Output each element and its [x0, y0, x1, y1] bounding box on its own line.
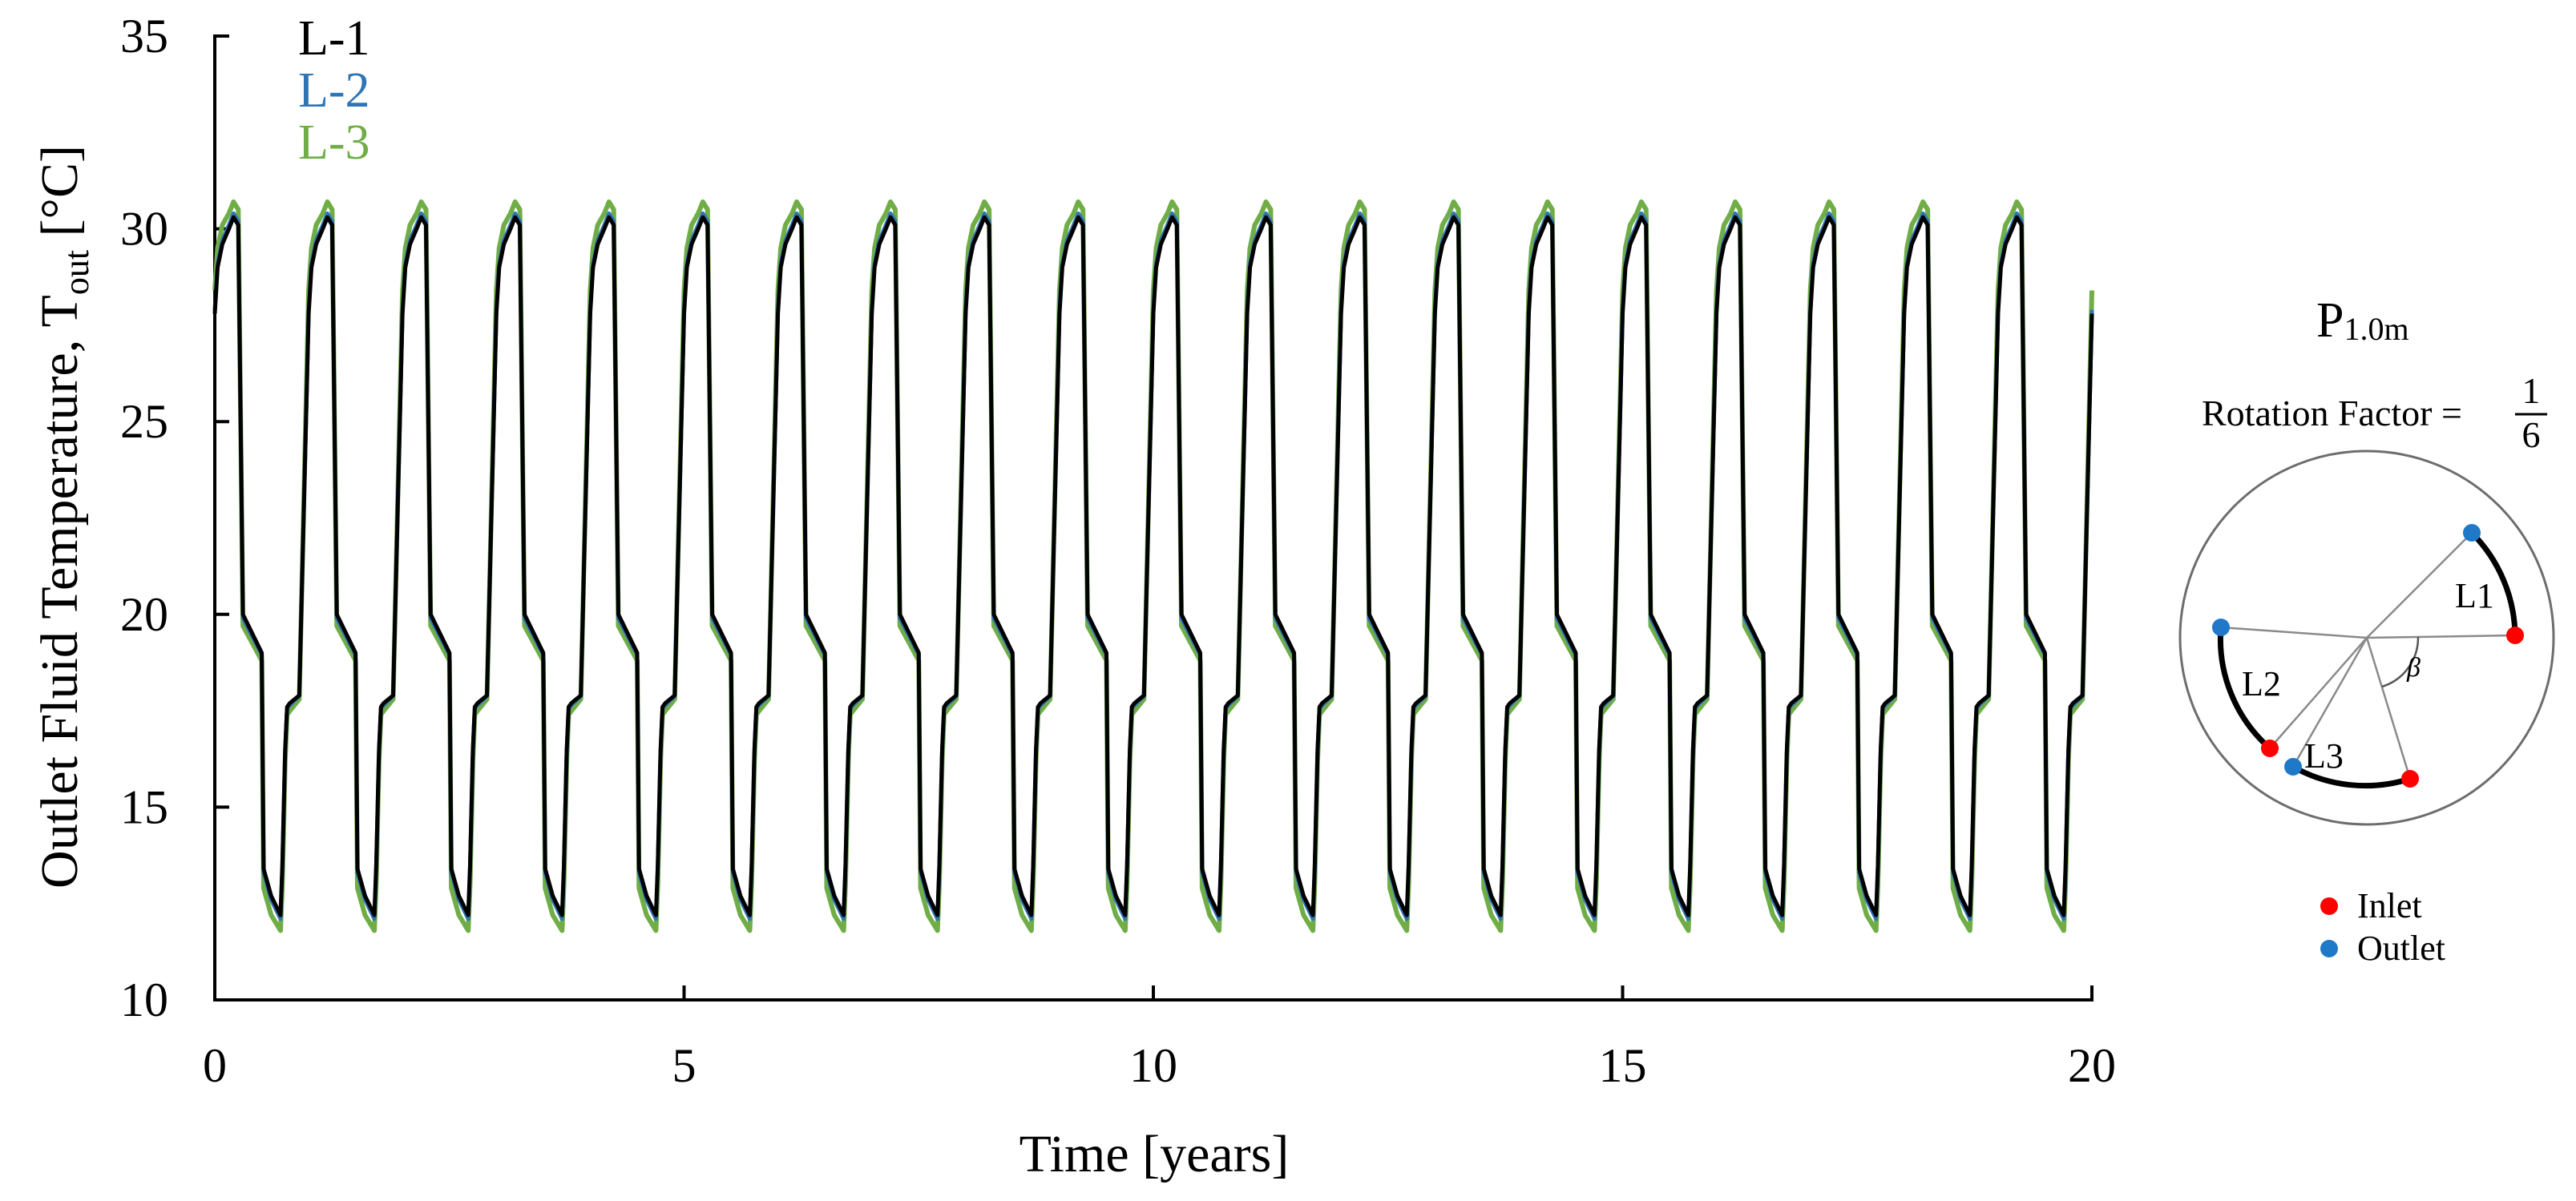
- ref-line-outlet-3: [2291, 637, 2368, 768]
- loop-label-l3: L3: [2304, 736, 2344, 776]
- series-layer: [212, 199, 2094, 933]
- beta-angle-label: β: [2406, 653, 2421, 683]
- inset-title: P1.0m: [2316, 293, 2409, 348]
- plot-area: 0 5 10 15 20 10 15 20 25 30 35: [120, 10, 2116, 1092]
- y-tick-label: 20: [120, 588, 168, 641]
- ref-line-inlet-2: [2269, 637, 2368, 749]
- beta-angle-arc: [2381, 636, 2420, 688]
- inset-legend: Inlet Outlet: [2320, 886, 2445, 968]
- inset-legend-inlet-dot: [2320, 897, 2338, 915]
- y-tick-label: 35: [120, 10, 168, 62]
- loop-arc-l3: [2291, 764, 2412, 789]
- inlet-marker-l2: [2261, 740, 2279, 757]
- outlet-marker-l2: [2212, 619, 2230, 636]
- outlet-marker-l3: [2284, 758, 2302, 776]
- y-axis-ticks: 10 15 20 25 30 35: [120, 10, 229, 1026]
- y-tick-label: 25: [120, 395, 168, 448]
- ref-line-outlet-1: [2366, 532, 2473, 639]
- loop-label-l1: L1: [2455, 576, 2494, 615]
- y-axis-title-main: Outlet Fluid Temperature, T: [30, 295, 89, 889]
- x-axis-title: Time [years]: [1019, 1125, 1290, 1183]
- inset-legend-outlet-label: Outlet: [2357, 929, 2445, 968]
- y-axis-title-subscript: out: [57, 250, 96, 295]
- x-tick-label: 15: [1599, 1039, 1647, 1092]
- inset-title-subscript: 1.0m: [2344, 311, 2408, 347]
- series-line-l-1: [212, 215, 2094, 917]
- inlet-marker-l3: [2401, 770, 2419, 788]
- loop-label-l2: L2: [2242, 664, 2281, 703]
- loop-arcs: [2217, 530, 2518, 789]
- legend-entry-l-1: L-1: [298, 11, 370, 66]
- inset-legend-outlet-dot: [2320, 940, 2338, 957]
- y-axis-title-unit: [°C]: [30, 145, 89, 250]
- inlet-marker-l1: [2506, 627, 2524, 644]
- port-markers: [2212, 524, 2524, 788]
- borehole-circle: [2178, 449, 2555, 826]
- loop-arc-l2: [2217, 627, 2272, 751]
- legend-entry-l-2: L-2: [298, 63, 370, 118]
- ref-line-inlet-1: [2366, 634, 2516, 639]
- ref-line-outlet-2: [2220, 626, 2368, 639]
- ref-line-inlet-3: [2365, 637, 2412, 780]
- rotation-factor-denominator: 6: [2522, 414, 2541, 455]
- inset-legend-inlet-label: Inlet: [2357, 886, 2422, 925]
- loop-arc-l1: [2469, 530, 2518, 636]
- x-tick-label: 10: [1129, 1039, 1177, 1092]
- x-tick-label: 0: [203, 1039, 227, 1092]
- y-axis-title: Outlet Fluid Temperature, Tout [°C]: [30, 145, 96, 889]
- outlet-marker-l1: [2463, 524, 2481, 542]
- inset-title-main: P: [2316, 293, 2344, 348]
- rotation-factor-label: Rotation Factor =: [2202, 393, 2462, 433]
- rotation-factor-numerator: 1: [2522, 370, 2541, 411]
- legend-entry-l-3: L-3: [298, 115, 370, 170]
- x-axis-ticks: 0 5 10 15 20: [203, 985, 2116, 1092]
- x-tick-label: 20: [2068, 1039, 2116, 1092]
- y-tick-label: 15: [120, 780, 168, 833]
- y-tick-label: 30: [120, 203, 168, 256]
- y-tick-label: 10: [120, 973, 168, 1026]
- x-tick-label: 5: [672, 1039, 696, 1092]
- legend: L-1L-2L-3: [298, 11, 370, 170]
- loop-arrangement-inset: P1.0m Rotation Factor = 1 6 β L1 L2 L3: [2178, 293, 2555, 968]
- reference-lines: [2220, 532, 2516, 780]
